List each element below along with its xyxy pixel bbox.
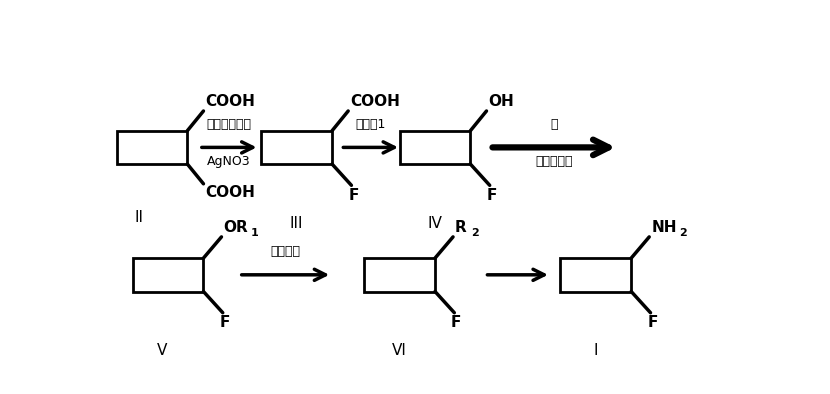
Text: F: F [451,315,461,330]
Text: OH: OH [488,95,514,110]
Text: OR: OR [223,220,248,235]
Text: 磺酰化试剂: 磺酰化试剂 [535,155,573,168]
Text: II: II [134,210,144,225]
Text: 2: 2 [471,229,479,238]
Text: AgNO3: AgNO3 [208,155,251,168]
Text: 选择性氟试剂: 选择性氟试剂 [207,118,251,131]
Text: 还原剂1: 还原剂1 [355,118,386,131]
Text: I: I [593,343,598,358]
Text: NH: NH [652,220,676,235]
Text: V: V [157,343,167,358]
Text: IV: IV [427,216,442,230]
Text: COOH: COOH [350,95,400,110]
Text: F: F [486,188,497,203]
Text: R: R [455,220,466,235]
Text: III: III [290,216,304,230]
Text: F: F [647,315,657,330]
Text: COOH: COOH [205,95,256,110]
Text: 胺化试剂: 胺化试剂 [271,245,300,258]
Text: F: F [219,315,230,330]
Text: F: F [348,188,359,203]
Text: 2: 2 [679,229,686,238]
Text: 1: 1 [251,229,258,238]
Text: 碱: 碱 [550,118,558,131]
Text: COOH: COOH [205,185,256,200]
Text: VI: VI [393,343,407,358]
